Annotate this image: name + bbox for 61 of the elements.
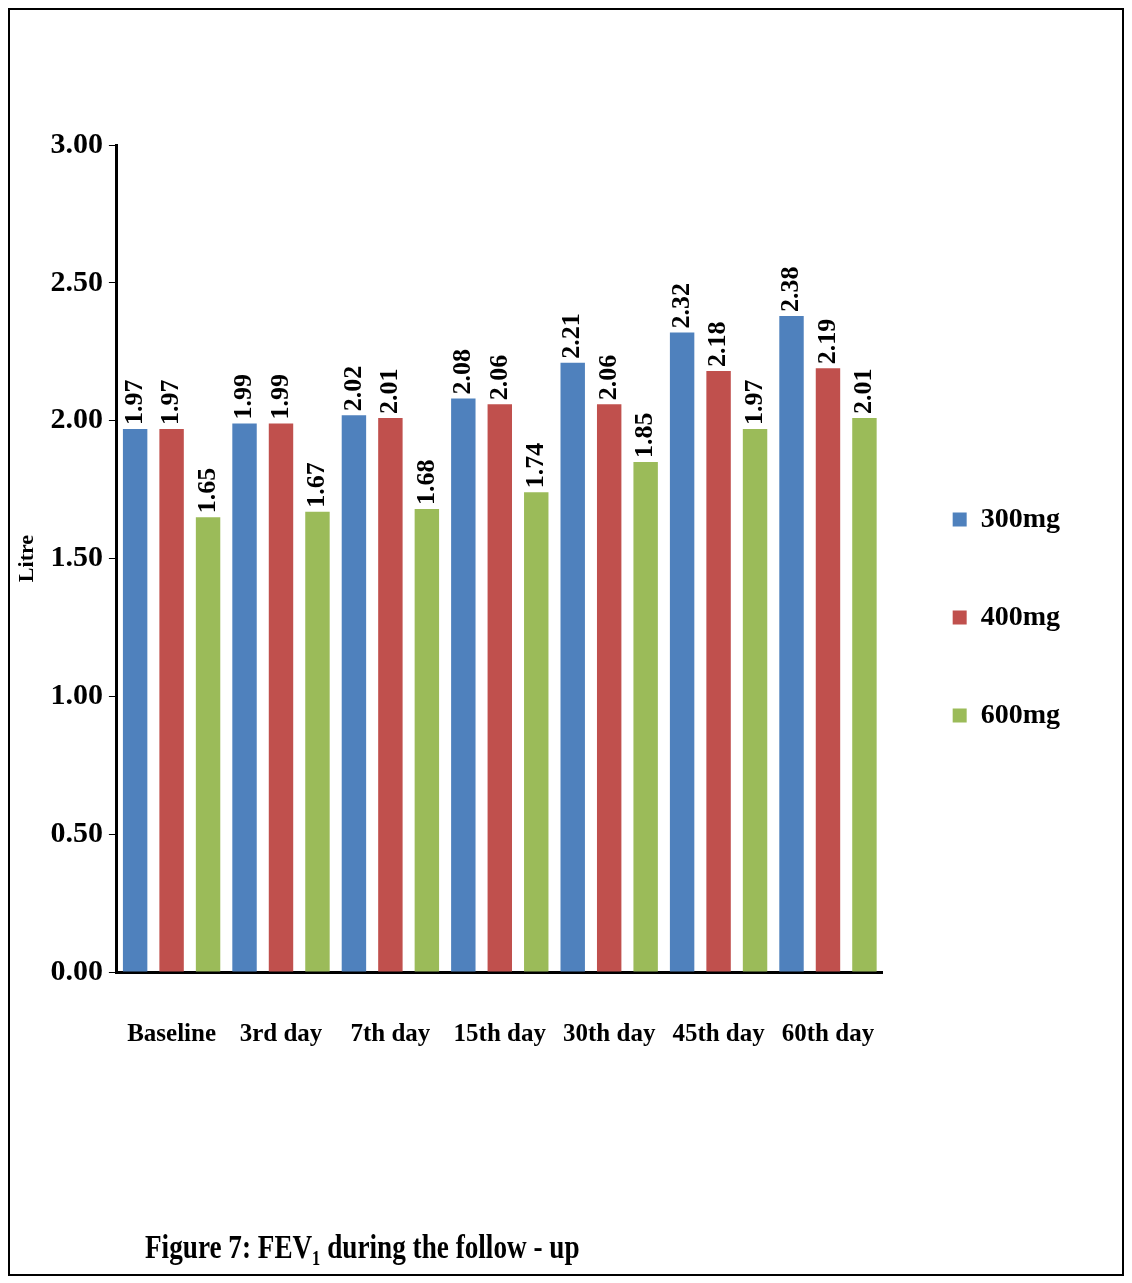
bar: [596, 404, 622, 972]
bar: [122, 428, 148, 972]
bar: [378, 417, 403, 972]
bar: [451, 398, 476, 972]
y-tick-label: 2.00: [50, 401, 103, 435]
data-label: 1.99: [264, 373, 294, 420]
data-label: 2.38: [775, 266, 805, 312]
bar: [341, 415, 367, 972]
data-label: 2.02: [337, 365, 367, 412]
data-label: 1.85: [629, 412, 659, 459]
y-tick-label: 0.00: [50, 952, 103, 986]
y-tick-label: 1.50: [50, 539, 103, 573]
data-label: 2.01: [848, 368, 878, 414]
bar: [669, 332, 695, 972]
x-tick-label: 45th day: [672, 1019, 766, 1047]
x-tick-label: 60th day: [781, 1019, 875, 1047]
caption: Figure 7: FEV₁ during the follow - up: [145, 1228, 580, 1266]
data-label: 1.67: [301, 462, 331, 508]
data-label: 2.08: [447, 349, 477, 395]
bar: [487, 404, 512, 972]
data-label: 2.06: [483, 354, 513, 401]
x-tick-label: Baseline: [127, 1019, 217, 1047]
legend-label: 600mg: [980, 697, 1060, 729]
data-label: 2.06: [592, 354, 622, 401]
bar: [232, 423, 257, 972]
data-label: 2.32: [665, 282, 695, 329]
legend-label: 300mg: [980, 501, 1060, 533]
bar: [195, 517, 221, 972]
data-label: 1.97: [738, 379, 768, 425]
y-tick-label: 3.00: [50, 125, 103, 159]
bar: [268, 423, 294, 972]
bar: [742, 428, 768, 972]
data-label: 1.99: [228, 373, 258, 420]
data-label: 2.21: [556, 313, 586, 359]
y-tick-label: 1.00: [50, 677, 103, 711]
data-label: 1.68: [410, 459, 440, 505]
data-label: 1.97: [118, 379, 148, 425]
y-axis-title: Litre: [12, 534, 38, 583]
data-label: 1.74: [519, 442, 549, 489]
bar: [560, 362, 585, 972]
x-tick-label: 7th day: [350, 1019, 431, 1047]
bar: [815, 368, 841, 972]
data-label: 2.19: [811, 318, 841, 365]
bar: [852, 417, 877, 972]
data-label: 1.97: [155, 379, 185, 425]
x-tick-label: 3rd day: [239, 1019, 323, 1047]
x-tick-label: 30th day: [562, 1019, 656, 1047]
bar: [305, 511, 330, 972]
bar: [414, 508, 440, 972]
y-tick-label: 0.50: [50, 814, 103, 848]
y-tick-label: 2.50: [50, 263, 103, 297]
bar: [159, 428, 184, 972]
data-label: 1.65: [191, 467, 221, 514]
bar: [633, 462, 658, 972]
bar: [706, 371, 731, 972]
data-label: 2.01: [374, 368, 404, 414]
legend-label: 400mg: [980, 599, 1060, 631]
bar: [779, 315, 804, 972]
data-label: 2.18: [702, 321, 732, 368]
x-tick-label: 15th day: [453, 1019, 547, 1047]
bar: [524, 492, 549, 972]
